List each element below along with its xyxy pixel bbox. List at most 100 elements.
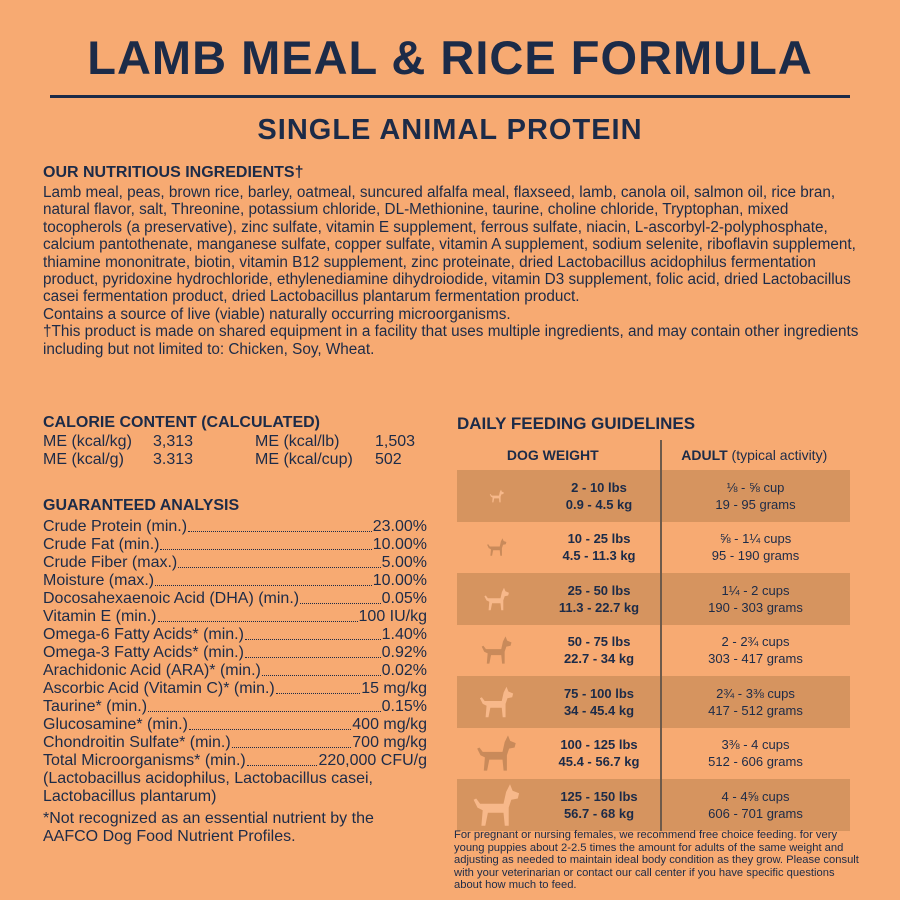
- feeding-row: 125 - 150 lbs 56.7 - 68 kg 4 - 4⅝ cups 606 …: [457, 779, 850, 831]
- analysis-value: 0.05%: [381, 590, 427, 607]
- microorganism-note: (Lactobacillus acidophilus, Lactobacillu…: [43, 770, 373, 805]
- feeding-row: 100 - 125 lbs 45.4 - 56.7 kg 3⅜ - 4 cups 51…: [457, 728, 850, 780]
- analysis-value: 220,000 CFU/g: [318, 752, 427, 769]
- weight-kg: 56.7 - 68 kg: [563, 805, 635, 821]
- calorie-label: ME (kcal/cup): [255, 451, 353, 468]
- calorie-value: 3.313: [153, 451, 194, 468]
- dot-leader: [188, 716, 352, 730]
- analysis-value: 10.00%: [372, 536, 427, 553]
- product-title: LAMB MEAL & RICE FORMULA: [87, 31, 813, 84]
- weight-lbs: 125 - 150 lbs: [560, 788, 638, 804]
- tiny-dog-icon: [457, 488, 537, 504]
- amount-cups: 4 - 4⅝ cups: [721, 788, 790, 804]
- analysis-label: Chondroitin Sulfate* (min.): [43, 734, 231, 751]
- amount-grams: 417 - 512 grams: [708, 702, 803, 718]
- analysis-row: Crude Fat (min.) 10.00%: [43, 536, 427, 554]
- weight-lbs: 75 - 100 lbs: [563, 685, 635, 701]
- analysis-value: 400 mg/kg: [352, 716, 427, 733]
- great-dane-icon: [457, 683, 537, 721]
- analysis-value: 5.00%: [381, 554, 427, 571]
- dog-weight-header: DOG WEIGHT: [506, 447, 599, 463]
- dot-leader: [300, 590, 381, 604]
- analysis-label: Crude Protein (min.): [43, 518, 188, 535]
- amount-grams: 95 - 190 grams: [711, 548, 800, 564]
- analysis-row: Total Microorganisms* (min.) 220,000 CFU/…: [43, 752, 427, 770]
- analysis-label: Total Microorganisms* (min.): [43, 752, 246, 769]
- ingredients-list: Lamb meal, peas, brown rice, barley, oat…: [43, 184, 856, 306]
- dot-leader: [157, 608, 358, 622]
- feeding-row: 50 - 75 lbs 22.7 - 34 kg 2 - 2¾ cups 303 - …: [457, 625, 850, 677]
- amount-cups: 2 - 2¾ cups: [721, 634, 790, 650]
- dot-leader: [188, 518, 372, 532]
- analysis-row: Taurine* (min.) 0.15%: [43, 698, 427, 716]
- small-dog-icon: [457, 536, 537, 558]
- allergen-note: †This product is made on shared equipmen…: [43, 323, 859, 358]
- analysis-value: 700 mg/kg: [352, 734, 427, 751]
- analysis-row: Omega-3 Fatty Acids* (min.) 0.92%: [43, 644, 427, 662]
- weight-lbs: 10 - 25 lbs: [567, 531, 631, 547]
- weight-kg: 11.3 - 22.7 kg: [558, 599, 640, 615]
- weight-kg: 22.7 - 34 kg: [563, 651, 635, 667]
- analysis-label: Vitamin E (min.): [43, 608, 157, 625]
- calorie-value: 3,313: [153, 433, 194, 450]
- analysis-row: Docosahexaenoic Acid (DHA) (min.) 0.05%: [43, 590, 427, 608]
- dot-leader: [160, 536, 372, 550]
- analysis-label: Crude Fat (min.): [43, 536, 160, 553]
- xl-dog-icon: [457, 731, 537, 775]
- analysis-value: 1.40%: [381, 626, 427, 643]
- analysis-row: Ascorbic Acid (Vitamin C)* (min.) 15 mg/k…: [43, 680, 427, 698]
- live-cultures-note: Contains a source of live (viable) natur…: [43, 305, 511, 323]
- dot-leader: [155, 572, 372, 586]
- weight-lbs: 100 - 125 lbs: [560, 737, 638, 753]
- aafco-footnote: *Not recognized as an essential nutrient…: [43, 810, 374, 845]
- feeding-note: For pregnant or nursing females, we reco…: [454, 829, 859, 892]
- calorie-heading: CALORIE CONTENT (CALCULATED): [43, 414, 321, 431]
- title-divider: [50, 95, 850, 98]
- column-divider: [660, 440, 662, 831]
- feeding-row: 10 - 25 lbs 4.5 - 11.3 kg ⅝ - 1¼ cups 95 - …: [457, 522, 850, 574]
- analysis-label: Glucosamine* (min.): [43, 716, 188, 733]
- analysis-label: Taurine* (min.): [43, 698, 148, 715]
- analysis-row: Glucosamine* (min.) 400 mg/kg: [43, 716, 427, 734]
- weight-kg: 45.4 - 56.7 kg: [558, 754, 640, 770]
- analysis-label: Docosahexaenoic Acid (DHA) (min.): [43, 590, 300, 607]
- analysis-label: Crude Fiber (max.): [43, 554, 178, 571]
- calorie-section: CALORIE CONTENT (CALCULATED) ME (kcal/kg…: [43, 414, 433, 469]
- dot-leader: [244, 644, 381, 658]
- analysis-value: 0.92%: [381, 644, 427, 661]
- ingredients-heading: OUR NUTRITIOUS INGREDIENTS†: [43, 164, 304, 181]
- weight-lbs: 50 - 75 lbs: [567, 634, 631, 650]
- analysis-value: 0.02%: [381, 662, 427, 679]
- calorie-value: 1,503: [375, 433, 416, 450]
- amount-cups: 1¼ - 2 cups: [721, 582, 790, 598]
- amount-cups: 2¾ - 3⅜ cups: [716, 685, 795, 701]
- large-dog-icon: [457, 633, 537, 667]
- weight-lbs: 25 - 50 lbs: [567, 582, 631, 598]
- analysis-row: Moisture (max.) 10.00%: [43, 572, 427, 590]
- analysis-label: Arachidonic Acid (ARA)* (min.): [43, 662, 261, 679]
- dot-leader: [244, 626, 381, 640]
- analysis-label: Ascorbic Acid (Vitamin C)* (min.): [43, 680, 275, 697]
- ingredients-section: OUR NUTRITIOUS INGREDIENTS† Lamb meal, p…: [43, 164, 863, 358]
- dot-leader: [246, 752, 318, 766]
- weight-kg: 4.5 - 11.3 kg: [562, 548, 636, 564]
- analysis-value: 10.00%: [372, 572, 427, 589]
- amount-grams: 606 - 701 grams: [708, 805, 803, 821]
- feeding-row: 75 - 100 lbs 34 - 45.4 kg 2¾ - 3⅜ cups 417 …: [457, 676, 850, 728]
- analysis-label: Moisture (max.): [43, 572, 155, 589]
- feeding-heading: DAILY FEEDING GUIDELINES: [457, 414, 696, 433]
- adult-header-label: ADULT: [681, 447, 728, 463]
- product-subtitle: SINGLE ANIMAL PROTEIN: [257, 114, 643, 146]
- dot-leader: [261, 662, 381, 676]
- analysis-row: Crude Fiber (max.) 5.00%: [43, 554, 427, 572]
- analysis-value: 15 mg/kg: [361, 680, 427, 697]
- amount-grams: 190 - 303 grams: [708, 599, 803, 615]
- analysis-row: Arachidonic Acid (ARA)* (min.) 0.02%: [43, 662, 427, 680]
- amount-cups: ⅝ - 1¼ cups: [719, 531, 792, 547]
- calorie-label: ME (kcal/lb): [255, 433, 340, 450]
- analysis-row: Crude Protein (min.) 23.00%: [43, 518, 427, 536]
- analysis-row: Vitamin E (min.) 100 IU/kg: [43, 608, 427, 626]
- feeding-row: 25 - 50 lbs 11.3 - 22.7 kg 1¼ - 2 cups 190 …: [457, 573, 850, 625]
- calorie-value: 502: [375, 451, 402, 468]
- feeding-table: 2 - 10 lbs 0.9 - 4.5 kg ⅛ - ⅝ cup 19 - 95 g…: [457, 440, 850, 831]
